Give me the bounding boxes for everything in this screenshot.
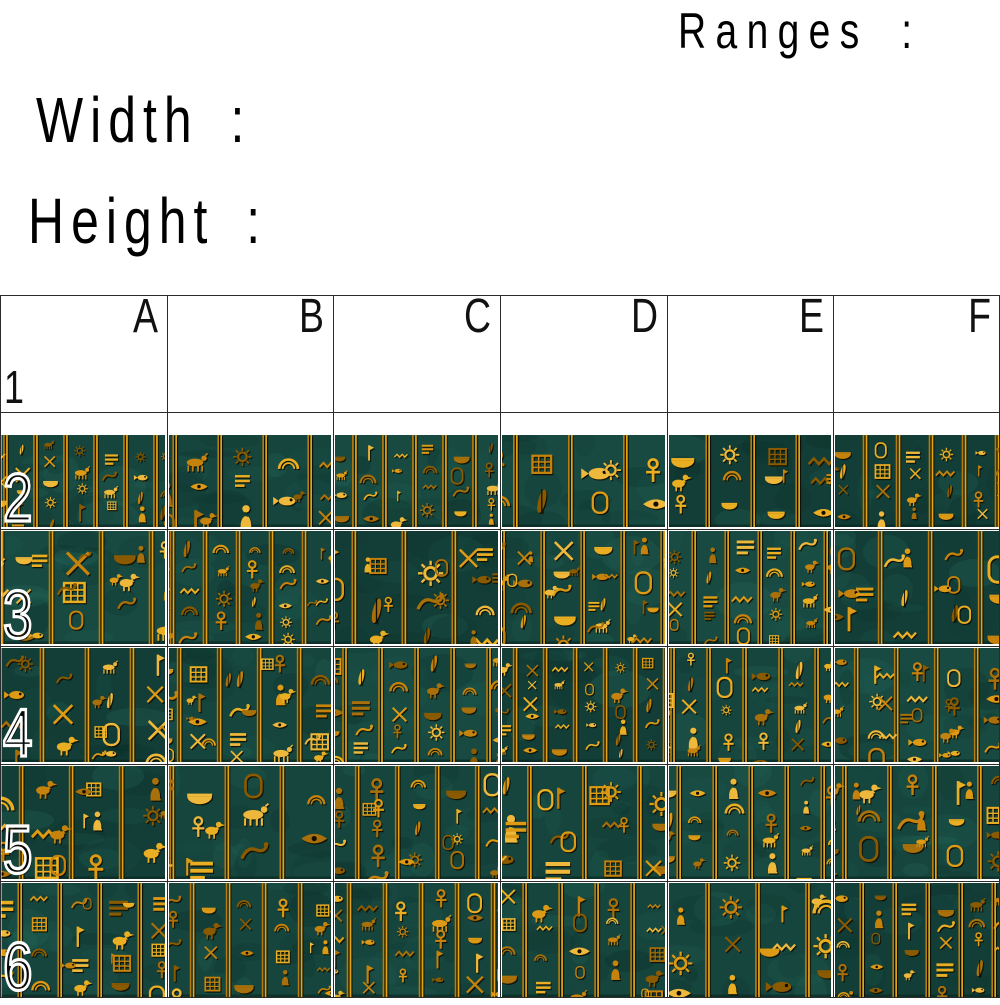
cell-F5[interactable]: [834, 765, 999, 880]
cell-D4[interactable]: [501, 647, 666, 763]
cell-C6[interactable]: [334, 882, 499, 997]
row-number-1: 1: [4, 364, 24, 410]
row-number-4: 4: [3, 699, 33, 767]
cell-F2[interactable]: [834, 413, 999, 528]
column-letter-E: E: [702, 293, 824, 341]
cell-C3[interactable]: [334, 530, 499, 645]
cell-C2[interactable]: [334, 413, 499, 528]
column-letter-F: F: [868, 293, 991, 341]
row-number-6: 6: [3, 933, 33, 1001]
cell-D2[interactable]: [501, 413, 666, 528]
cell-E3[interactable]: [668, 530, 832, 645]
column-letter-B: B: [202, 293, 324, 341]
cell-B5[interactable]: [168, 765, 332, 880]
cell-D3[interactable]: [501, 530, 666, 645]
column-letter-A: A: [35, 293, 158, 341]
cell-C4[interactable]: [334, 647, 499, 763]
row-number-5: 5: [3, 816, 33, 884]
column-letter-D: D: [535, 293, 658, 341]
cell-E5[interactable]: [668, 765, 832, 880]
cell-B2[interactable]: [168, 413, 332, 528]
cell-E4[interactable]: [668, 647, 832, 763]
cell-B6[interactable]: [168, 882, 332, 997]
cell-D5[interactable]: [501, 765, 666, 880]
cell-F3[interactable]: [834, 530, 999, 645]
cell-D6[interactable]: [501, 882, 666, 997]
column-letter-C: C: [368, 293, 491, 341]
cell-B3[interactable]: [168, 530, 332, 645]
row-number-3: 3: [3, 581, 33, 649]
cell-B4[interactable]: [168, 647, 332, 763]
cell-E2[interactable]: [668, 413, 832, 528]
cell-F6[interactable]: [834, 882, 999, 997]
cell-C5[interactable]: [334, 765, 499, 880]
cell-E6[interactable]: [668, 882, 832, 997]
row-number-2: 2: [3, 464, 33, 532]
cell-F4[interactable]: [834, 647, 999, 763]
